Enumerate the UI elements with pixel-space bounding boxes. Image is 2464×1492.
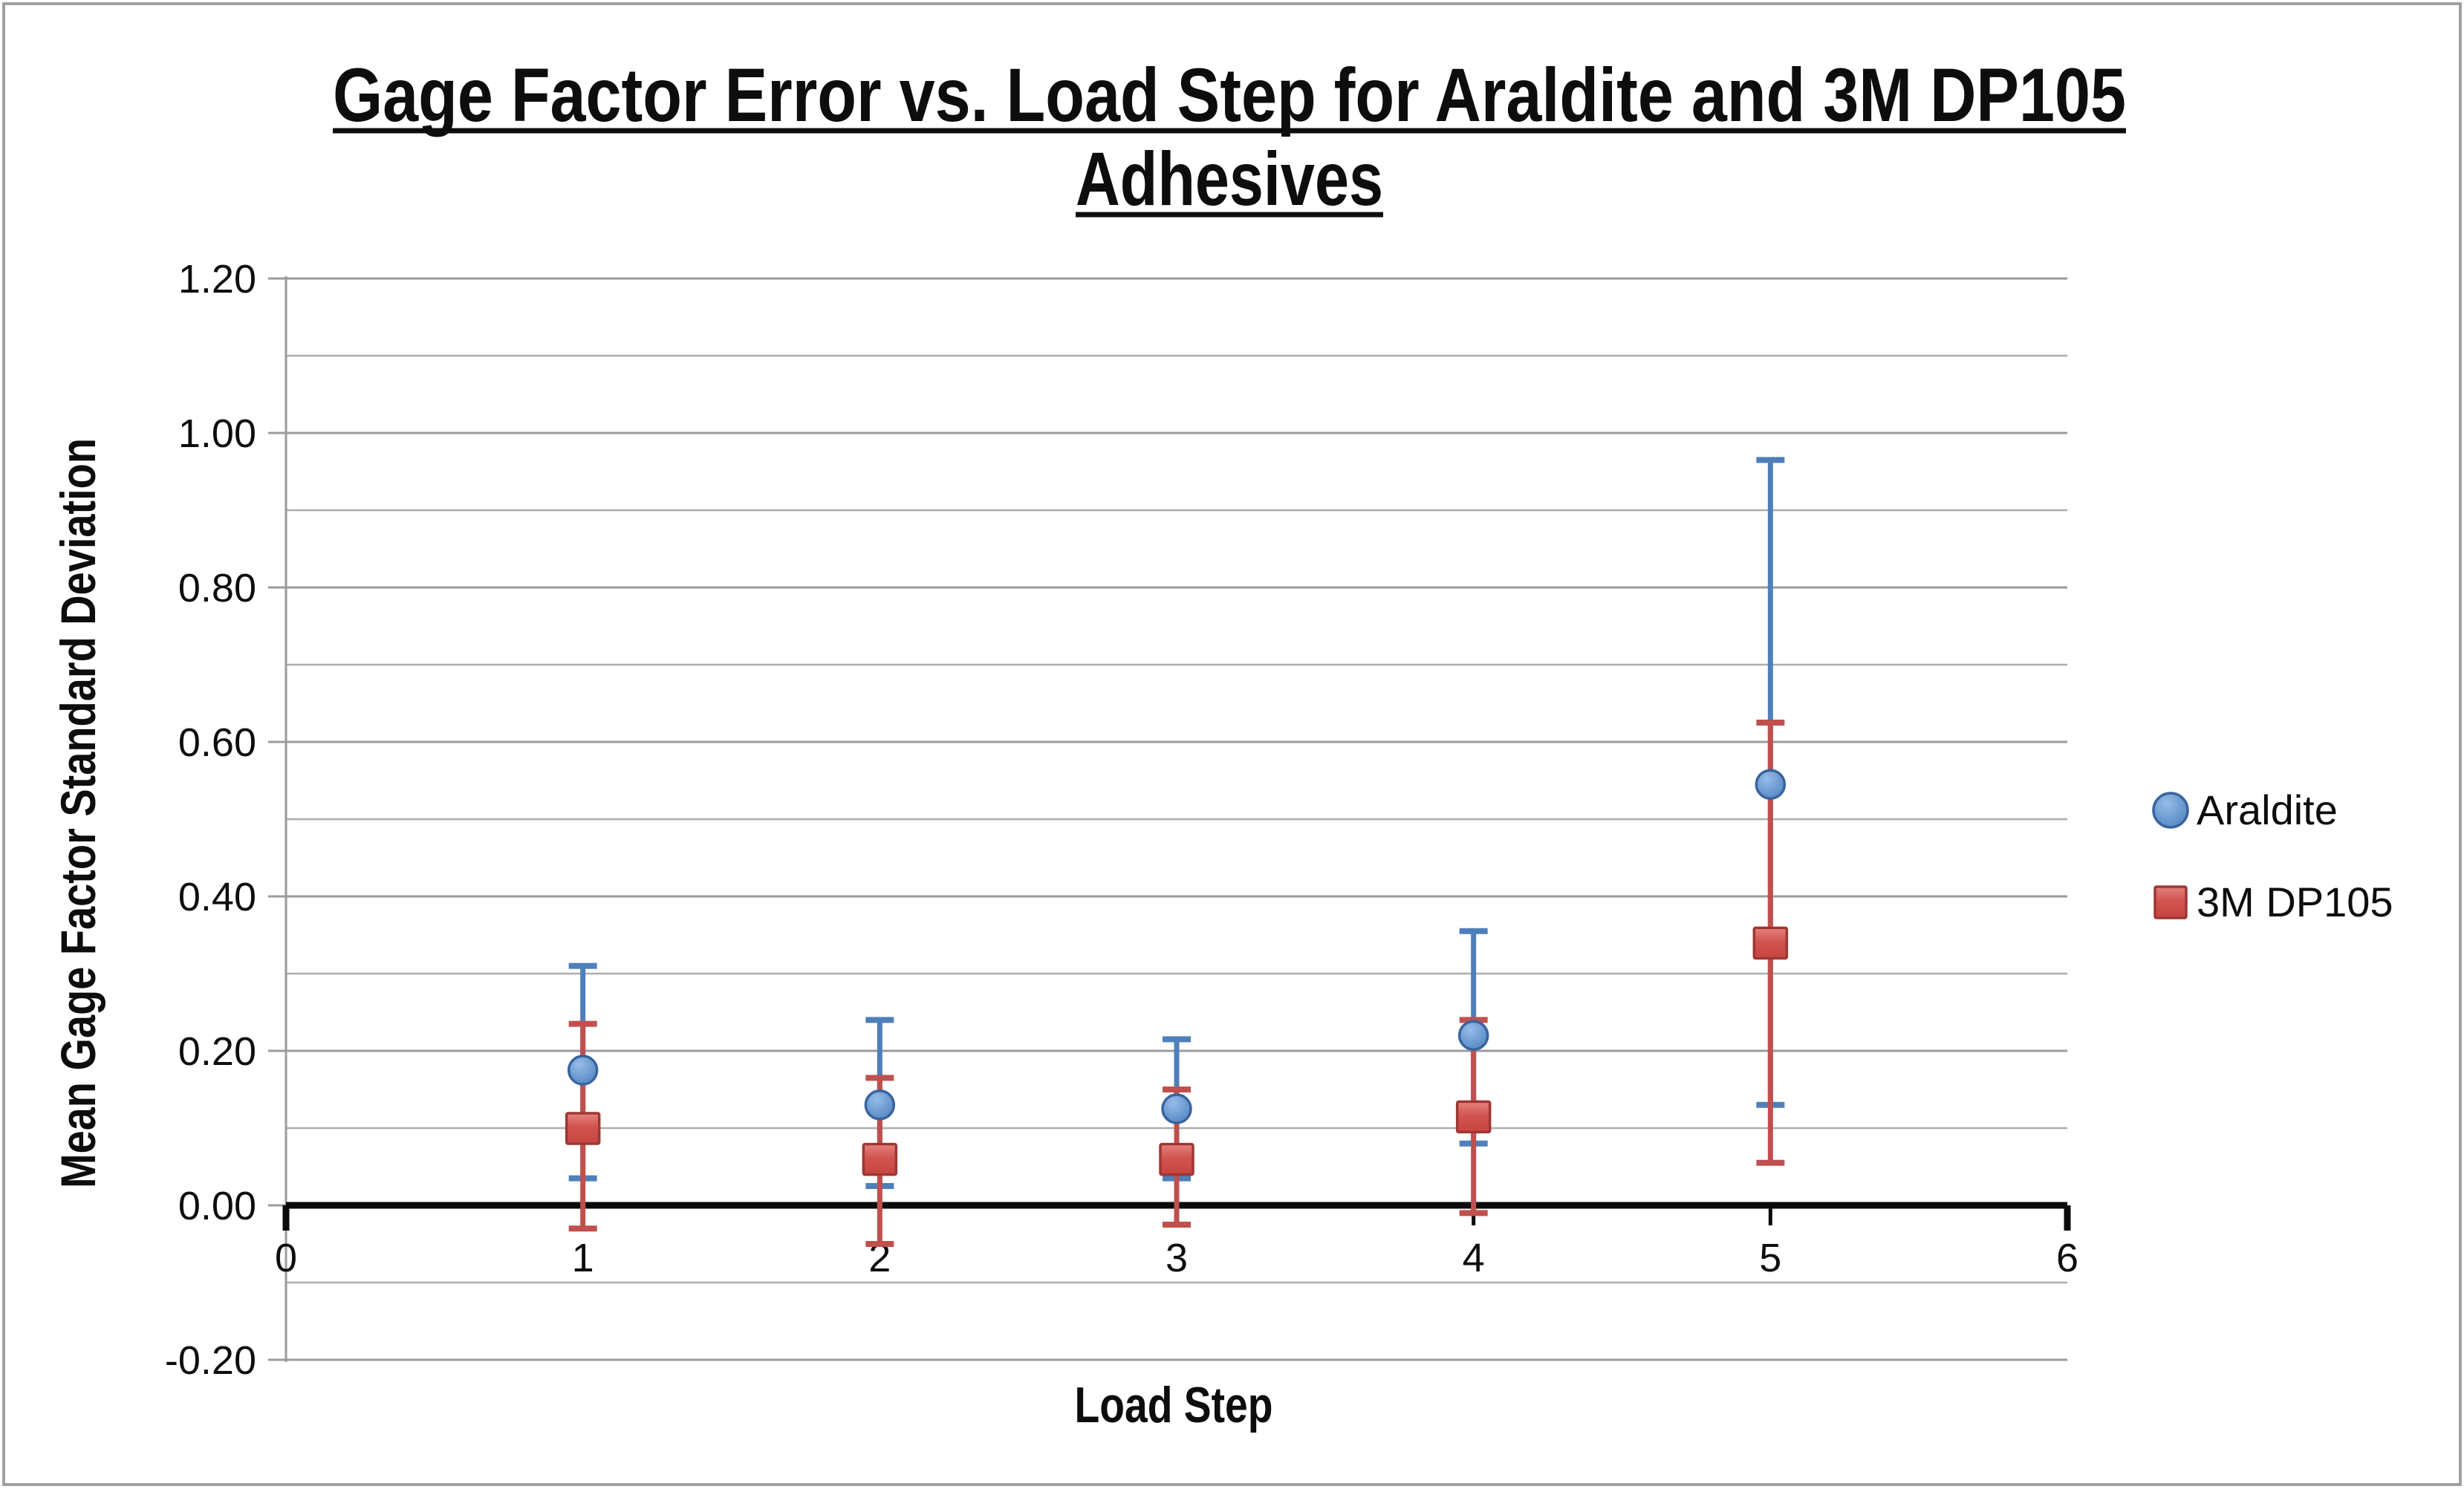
dp105-legend-marker-icon [2153,885,2188,919]
chart-title-line2: Adhesives [1076,137,1383,221]
araldite-data-point [1755,769,1787,800]
x-tick-label: 1 [572,1236,594,1280]
y-tick-label: 0.20 [178,1029,256,1074]
y-tick-label: 1.00 [178,411,256,456]
x-tick-label: 6 [2056,1236,2078,1280]
y-tick-label: 1.20 [178,257,256,302]
araldite-data-point [567,1055,599,1086]
y-tick-label: 0.40 [178,875,256,919]
araldite-markers [567,769,1787,1124]
araldite-data-point [864,1089,896,1121]
x-tick-label: 4 [1463,1236,1485,1280]
y-tick-label: -0.20 [165,1338,256,1383]
legend-label-araldite: Araldite [2197,786,2338,833]
x-tick-label: 3 [1166,1236,1188,1280]
araldite-data-point [1161,1093,1192,1124]
x-axis-title: Load Step [1075,1377,1273,1433]
araldite-data-point [1457,1020,1489,1051]
y-axis-title: Mean Gage Factor Standard Deviation [51,438,105,1188]
dp105-data-point [1752,926,1789,960]
tick-labels: 1.201.000.800.600.400.200.00-0.200 1 2 3 4 5 6 [165,257,2078,1383]
araldite-legend-marker-icon [2152,792,2189,829]
y-tick-label: 0.60 [178,720,256,765]
y-tick-label: 0.80 [178,566,256,610]
legend-label-dp105: 3M DP105 [2197,879,2393,925]
x-tick-label: 0 [275,1236,297,1280]
x-tick-label: 5 [1759,1236,1781,1280]
dp105-data-point [565,1112,601,1145]
legend-item-dp105: 3M DP105 [2153,879,2393,925]
dp105-data-point [862,1142,898,1176]
data-series [565,457,1789,1247]
dp105-data-point [1455,1100,1492,1134]
legend-item-araldite: Araldite [2152,786,2338,833]
dp105-data-point [1159,1142,1194,1176]
legend: Araldite 3M DP105 [2152,786,2393,925]
chart-title: Gage Factor Error vs. Load Step for Aral… [333,53,2126,221]
y-tick-label: 0.00 [178,1184,256,1228]
chart-title-line1: Gage Factor Error vs. Load Step for Aral… [333,53,2126,137]
dp105-markers [565,926,1789,1176]
